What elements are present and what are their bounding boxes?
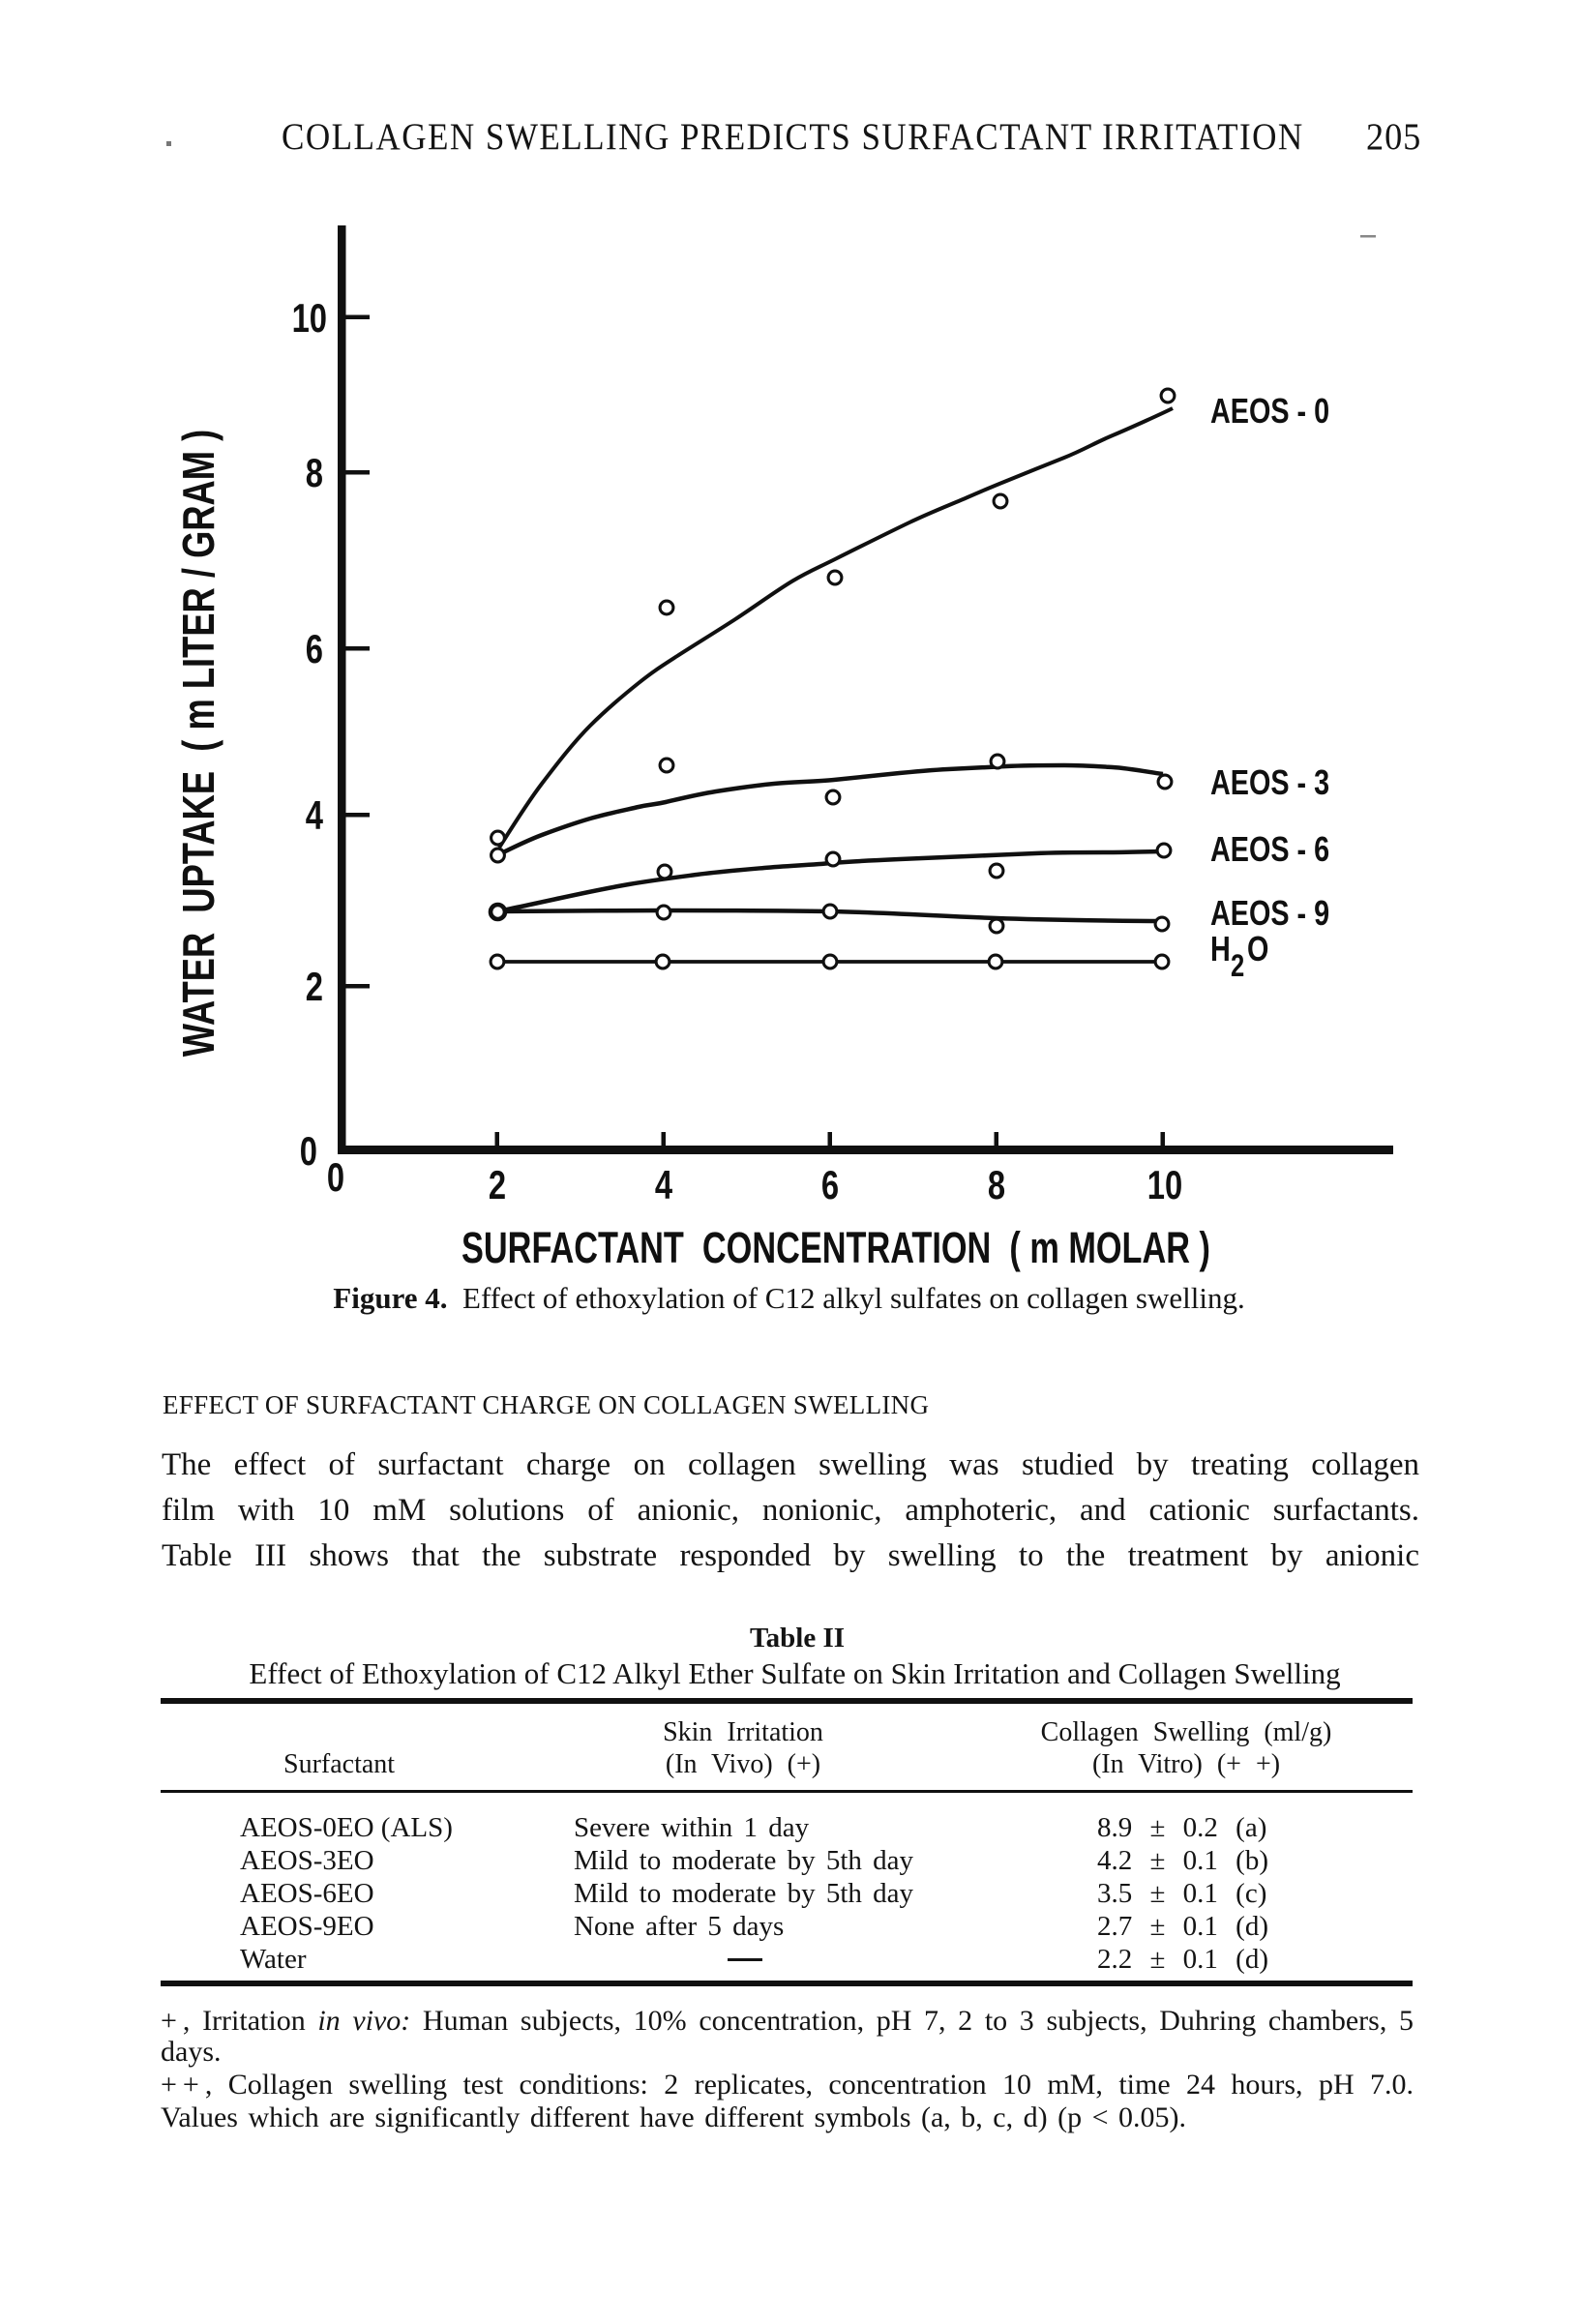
svg-text:2: 2 <box>489 1162 506 1207</box>
svg-text:10: 10 <box>1147 1162 1182 1207</box>
svg-text:10: 10 <box>292 295 327 341</box>
svg-text:6: 6 <box>821 1162 839 1207</box>
svg-text:O: O <box>1247 929 1268 968</box>
svg-text:4: 4 <box>306 792 323 838</box>
svg-text:H: H <box>1210 929 1231 968</box>
svg-text:2: 2 <box>306 964 323 1009</box>
svg-text:8: 8 <box>988 1162 1005 1207</box>
svg-text:8: 8 <box>306 450 323 495</box>
svg-text:0: 0 <box>300 1128 317 1174</box>
svg-text:WATER UPTAKE ( m LITER / GRA: WATER UPTAKE ( m LITER / GRAM ) <box>173 430 223 1057</box>
svg-text:AEOS - 6: AEOS - 6 <box>1210 829 1329 869</box>
svg-text:0: 0 <box>327 1154 344 1200</box>
svg-text:SURFACTANT CONCENTRATION ( m: SURFACTANT CONCENTRATION ( m MOLAR ) <box>461 1225 1210 1272</box>
svg-text:AEOS - 0: AEOS - 0 <box>1210 391 1329 431</box>
svg-text:AEOS - 3: AEOS - 3 <box>1210 762 1329 802</box>
svg-text:4: 4 <box>655 1162 672 1207</box>
svg-text:6: 6 <box>306 626 323 671</box>
svg-text:AEOS - 9: AEOS - 9 <box>1210 893 1329 933</box>
svg-text:2: 2 <box>1231 949 1244 983</box>
